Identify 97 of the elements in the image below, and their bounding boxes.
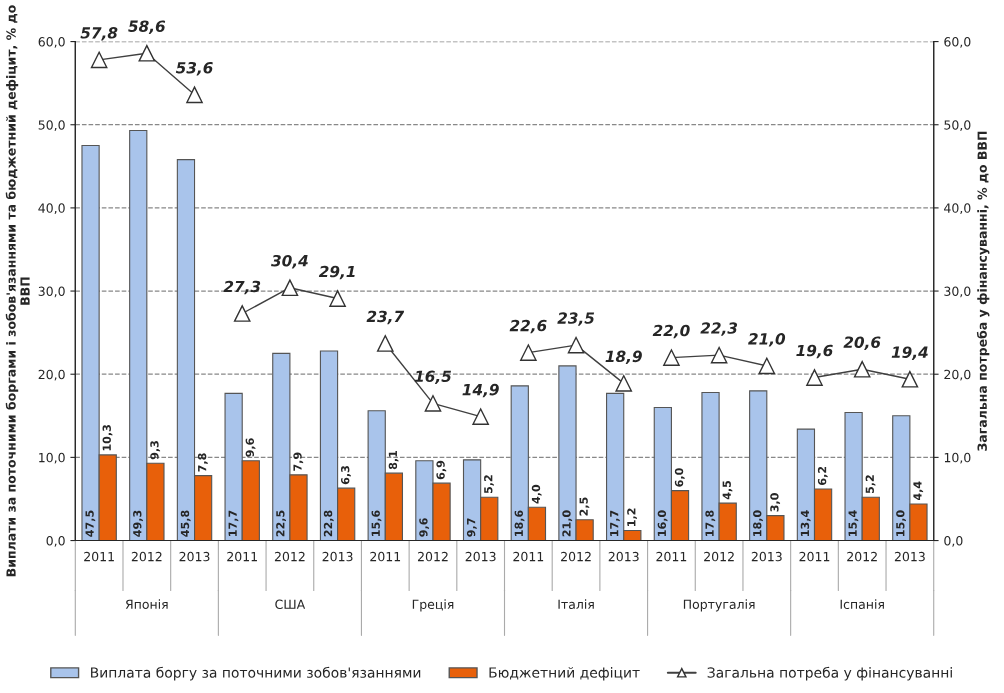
x-tick-label: 2011 xyxy=(513,551,544,562)
data-label: 30,4 xyxy=(271,254,308,269)
y-tick-label: 30,0 xyxy=(38,286,65,298)
data-label: 16,5 xyxy=(414,370,452,385)
data-label: 17,7 xyxy=(228,510,239,536)
data-label: 49,3 xyxy=(133,510,143,537)
data-label: 7,9 xyxy=(293,452,304,471)
x-tick-label: 2013 xyxy=(751,551,782,562)
data-label: 4,0 xyxy=(531,484,542,504)
x-tick-label: 2013 xyxy=(465,551,496,562)
x-tick-label: 2013 xyxy=(894,551,925,562)
data-label: 6,0 xyxy=(674,468,685,487)
data-label: 23,7 xyxy=(366,310,405,325)
x-tick-label: 2011 xyxy=(84,551,114,562)
data-label: 18,0 xyxy=(753,510,763,536)
data-label: 15,6 xyxy=(371,510,382,536)
data-label: 15,4 xyxy=(848,510,859,536)
x-tick-label: 2012 xyxy=(704,551,734,562)
x-tick-label: 2011 xyxy=(227,551,257,562)
x-tick-label: 2012 xyxy=(561,551,591,562)
y2-axis-title: Загальна потреба у фінансуванні, % до ВВП xyxy=(976,131,990,451)
y2-tick-label: 40,0 xyxy=(944,203,971,215)
legend-label: Виплата боргу за поточними зобов'язаннями xyxy=(91,666,421,681)
y-tick-label: 60,0 xyxy=(38,37,65,48)
data-label: 21,0 xyxy=(748,333,786,347)
data-label: 47,5 xyxy=(85,510,96,537)
y-tick-label: 20,0 xyxy=(38,369,65,381)
x-tick-label: 2013 xyxy=(179,551,210,562)
data-label: 8,1 xyxy=(388,450,399,470)
y-tick-label: 0,0 xyxy=(46,536,65,547)
y2-tick-label: 0,0 xyxy=(944,536,963,547)
x-tick-label: 2012 xyxy=(417,551,448,562)
data-label: 14,9 xyxy=(462,383,499,398)
data-label: 2,5 xyxy=(579,497,590,516)
data-label: 22,0 xyxy=(652,324,690,339)
data-label: 6,2 xyxy=(817,466,828,485)
data-label: 9,7 xyxy=(466,518,477,537)
x-tick-label: 2011 xyxy=(799,551,830,562)
x-tick-label: 2012 xyxy=(274,551,305,562)
y2-tick-label: 10,0 xyxy=(944,452,971,464)
x-tick-label: 2012 xyxy=(131,551,162,562)
y2-tick-label: 50,0 xyxy=(944,120,971,131)
y-axis-title: Виплати за поточними боргами і зобов'язаннями та бюджетний дефіцит, % до ВВП xyxy=(5,5,30,577)
data-label: 19,4 xyxy=(891,346,928,360)
data-label: 21,0 xyxy=(562,510,573,537)
data-label: 6,9 xyxy=(436,460,447,480)
data-label: 6,3 xyxy=(341,466,351,485)
y2-tick-label: 20,0 xyxy=(944,369,971,381)
data-label: 9,3 xyxy=(150,441,161,460)
data-label: 27,3 xyxy=(223,280,261,295)
data-label: 9,6 xyxy=(419,518,430,537)
y2-tick-label: 60,0 xyxy=(944,37,971,48)
data-label: 29,1 xyxy=(318,265,355,280)
x-tick-label: 2013 xyxy=(608,551,639,562)
x-tick-label: 2012 xyxy=(847,551,877,562)
text: Іспанія xyxy=(840,599,884,610)
data-label: 9,6 xyxy=(245,438,256,457)
y2-tick-label: 30,0 xyxy=(944,286,971,298)
data-label: 18,6 xyxy=(514,510,525,536)
data-label: 45,8 xyxy=(180,510,191,537)
text: Італія xyxy=(558,599,594,610)
data-label: 18,9 xyxy=(605,350,642,365)
text: Португалія xyxy=(683,599,755,612)
legend-label: Бюджетний дефіцит xyxy=(489,667,640,681)
data-label: 57,8 xyxy=(80,27,118,41)
data-label: 5,2 xyxy=(865,475,876,494)
data-label: 16,0 xyxy=(657,510,668,536)
text: США xyxy=(275,599,306,610)
x-tick-label: 2011 xyxy=(656,551,687,562)
y-tick-label: 50,0 xyxy=(38,120,65,131)
data-label: 5,2 xyxy=(484,475,494,494)
data-label: 10,3 xyxy=(102,425,113,451)
data-label: 23,5 xyxy=(557,312,595,326)
data-label: 15,0 xyxy=(896,510,906,536)
data-label: 7,8 xyxy=(197,453,208,472)
data-label: 4,5 xyxy=(722,480,733,500)
data-label: 22,8 xyxy=(323,510,334,537)
text: Японія xyxy=(125,599,168,610)
y-tick-label: 40,0 xyxy=(38,203,65,215)
legend-label: Загальна потреба у фінансуванні xyxy=(707,666,952,681)
data-label: 17,8 xyxy=(705,510,716,536)
x-tick-label: 2013 xyxy=(322,551,353,562)
data-label: 22,3 xyxy=(700,322,738,336)
data-label: 20,6 xyxy=(843,336,881,350)
data-label: 3,0 xyxy=(770,493,781,512)
data-label: 1,2 xyxy=(627,508,637,526)
data-label: 22,5 xyxy=(276,510,286,537)
data-label: 13,4 xyxy=(800,510,811,536)
y-tick-label: 10,0 xyxy=(39,452,65,464)
data-label: 19,6 xyxy=(796,344,833,359)
data-label: 17,7 xyxy=(610,510,620,536)
data-label: 22,6 xyxy=(509,319,547,334)
data-label: 53,6 xyxy=(175,61,213,76)
data-label: 4,4 xyxy=(913,481,924,501)
data-label: 58,6 xyxy=(128,20,166,34)
text: Греція xyxy=(412,599,454,612)
x-tick-label: 2011 xyxy=(370,551,401,562)
